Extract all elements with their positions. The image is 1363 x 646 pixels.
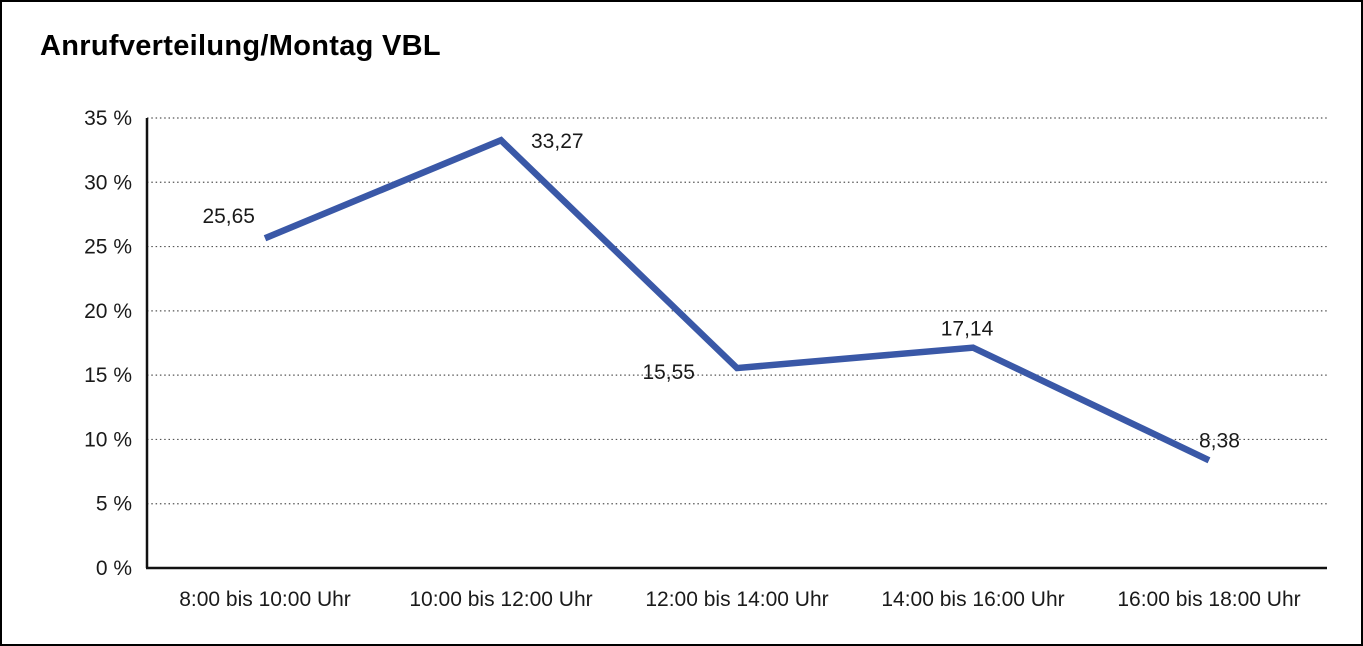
x-tick-label: 8:00 bis 10:00 Uhr — [179, 588, 351, 611]
x-tick-label: 14:00 bis 16:00 Uhr — [881, 588, 1064, 611]
data-label: 8,38 — [1199, 429, 1240, 452]
y-tick-label: 5 % — [96, 493, 132, 516]
x-tick-label: 16:00 bis 18:00 Uhr — [1117, 588, 1300, 611]
x-tick-label: 12:00 bis 14:00 Uhr — [645, 588, 828, 611]
chart-title: Anrufverteilung/Montag VBL — [40, 30, 441, 62]
y-tick-label: 15 % — [84, 364, 132, 387]
y-tick-label: 20 % — [84, 300, 132, 323]
y-tick-label: 10 % — [84, 428, 132, 451]
data-label: 25,65 — [202, 205, 255, 228]
data-label: 17,14 — [941, 318, 994, 341]
data-label: 33,27 — [531, 130, 584, 153]
x-tick-label: 10:00 bis 12:00 Uhr — [409, 588, 592, 611]
series-line — [263, 136, 1211, 464]
y-tick-label: 35 % — [84, 107, 132, 130]
y-tick-label: 0 % — [96, 557, 132, 580]
y-tick-label: 30 % — [84, 171, 132, 194]
y-tick-label: 25 % — [84, 236, 132, 259]
data-label: 15,55 — [642, 361, 695, 384]
